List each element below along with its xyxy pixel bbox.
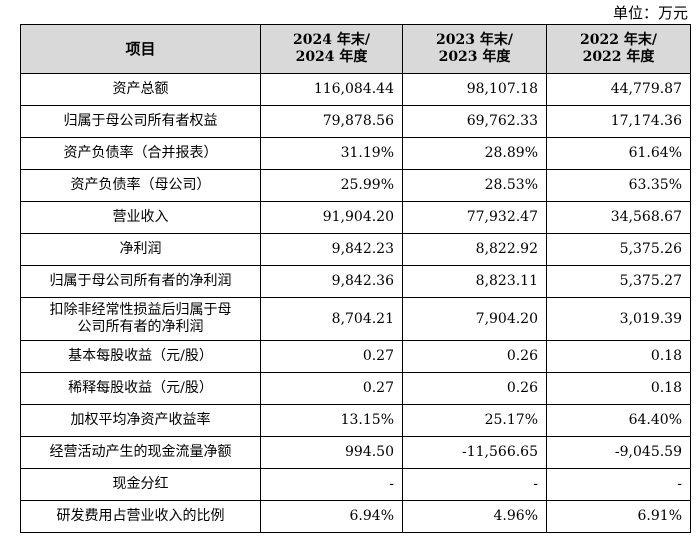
cell-2022: 34,568.67: [546, 201, 691, 234]
table-row: 基本每股收益（元/股） 0.27 0.26 0.18: [20, 340, 691, 373]
cell-2023: -11,566.65: [402, 436, 547, 469]
cell-2023: 25.17%: [402, 404, 547, 437]
table-row: 资产总额 116,084.44 98,107.18 44,779.87: [20, 73, 691, 106]
row-label: 归属于母公司所有者权益: [20, 105, 261, 138]
cell-2022: 44,779.87: [546, 73, 691, 106]
table-row: 研发费用占营业收入的比例 6.94% 4.96% 6.91%: [20, 500, 691, 533]
cell-2022: 61.64%: [546, 137, 691, 170]
cell-2024: 0.27: [260, 340, 403, 373]
cell-2023: 28.89%: [402, 137, 547, 170]
cell-2024: 9,842.23: [260, 233, 403, 266]
cell-2024: 0.27: [260, 372, 403, 405]
row-label: 归属于母公司所有者的净利润: [20, 265, 261, 298]
header-item: 项目: [20, 24, 261, 74]
cell-2022: 17,174.36: [546, 105, 691, 138]
row-label: 稀释每股收益（元/股）: [20, 372, 261, 405]
cell-2023: 8,823.11: [402, 265, 547, 298]
row-label: 加权平均净资产收益率: [20, 404, 261, 437]
table-row: 归属于母公司所有者的净利润 9,842.36 8,823.11 5,375.27: [20, 265, 691, 298]
table-row: 现金分红 - - -: [20, 468, 691, 501]
cell-2024: -: [260, 468, 403, 501]
row-label: 扣除非经常性损益后归属于母 公司所有者的净利润: [20, 297, 261, 341]
row-label: 现金分红: [20, 468, 261, 501]
table-row: 扣除非经常性损益后归属于母 公司所有者的净利润 8,704.21 7,904.2…: [20, 297, 691, 341]
header-row: 项目 2024 年末/ 2024 年度 2023 年末/ 2023 年度 202…: [20, 24, 691, 74]
row-label-line1: 扣除非经常性损益后归属于母: [49, 302, 232, 318]
cell-2023: 8,822.92: [402, 233, 547, 266]
row-label: 资产负债率（合并报表）: [20, 137, 261, 170]
cell-2023: 77,932.47: [402, 201, 547, 234]
header-2024-line2: 2024 年度: [295, 49, 368, 65]
cell-2023: -: [402, 468, 547, 501]
cell-2022: 64.40%: [546, 404, 691, 437]
header-2024: 2024 年末/ 2024 年度: [260, 24, 403, 74]
cell-2022: 63.35%: [546, 169, 691, 202]
cell-2024: 9,842.36: [260, 265, 403, 298]
table-row: 加权平均净资产收益率 13.15% 25.17% 64.40%: [20, 404, 691, 437]
row-label-line2: 公司所有者的净利润: [77, 319, 204, 335]
cell-2024: 994.50: [260, 436, 403, 469]
cell-2024: 31.19%: [260, 137, 403, 170]
cell-2022: 3,019.39: [546, 297, 691, 341]
header-2022: 2022 年末/ 2022 年度: [546, 24, 691, 74]
cell-2022: 5,375.26: [546, 233, 691, 266]
header-2023: 2023 年末/ 2023 年度: [402, 24, 547, 74]
cell-2024: 79,878.56: [260, 105, 403, 138]
cell-2023: 7,904.20: [402, 297, 547, 341]
header-2022-line2: 2022 年度: [582, 49, 655, 65]
table-row: 营业收入 91,904.20 77,932.47 34,568.67: [20, 201, 691, 234]
header-2022-line1: 2022 年末/: [580, 32, 657, 48]
unit-label: 单位：万元: [612, 4, 688, 22]
table-row: 稀释每股收益（元/股） 0.27 0.26 0.18: [20, 372, 691, 405]
cell-2023: 4.96%: [402, 500, 547, 533]
cell-2023: 0.26: [402, 372, 547, 405]
cell-2022: -9,045.59: [546, 436, 691, 469]
cell-2024: 91,904.20: [260, 201, 403, 234]
cell-2023: 69,762.33: [402, 105, 547, 138]
row-label: 营业收入: [20, 201, 261, 234]
header-2024-line1: 2024 年末/: [293, 32, 370, 48]
cell-2024: 6.94%: [260, 500, 403, 533]
cell-2022: 5,375.27: [546, 265, 691, 298]
row-label: 资产负债率（母公司）: [20, 169, 261, 202]
cell-2024: 13.15%: [260, 404, 403, 437]
header-2023-line2: 2023 年度: [438, 49, 511, 65]
table-row: 经营活动产生的现金流量净额 994.50 -11,566.65 -9,045.5…: [20, 436, 691, 469]
cell-2024: 25.99%: [260, 169, 403, 202]
financial-summary-table: 项目 2024 年末/ 2024 年度 2023 年末/ 2023 年度 202…: [20, 24, 691, 533]
header-2023-line1: 2023 年末/: [436, 32, 513, 48]
table-row: 资产负债率（合并报表） 31.19% 28.89% 61.64%: [20, 137, 691, 170]
cell-2022: -: [546, 468, 691, 501]
row-label: 净利润: [20, 233, 261, 266]
cell-2022: 0.18: [546, 372, 691, 405]
cell-2023: 28.53%: [402, 169, 547, 202]
row-label: 研发费用占营业收入的比例: [20, 500, 261, 533]
row-label: 经营活动产生的现金流量净额: [20, 436, 261, 469]
cell-2022: 0.18: [546, 340, 691, 373]
cell-2024: 116,084.44: [260, 73, 403, 106]
table-row: 净利润 9,842.23 8,822.92 5,375.26: [20, 233, 691, 266]
cell-2023: 98,107.18: [402, 73, 547, 106]
table-row: 资产负债率（母公司） 25.99% 28.53% 63.35%: [20, 169, 691, 202]
cell-2023: 0.26: [402, 340, 547, 373]
cell-2022: 6.91%: [546, 500, 691, 533]
row-label: 资产总额: [20, 73, 261, 106]
row-label: 基本每股收益（元/股）: [20, 340, 261, 373]
cell-2024: 8,704.21: [260, 297, 403, 341]
table-row: 归属于母公司所有者权益 79,878.56 69,762.33 17,174.3…: [20, 105, 691, 138]
